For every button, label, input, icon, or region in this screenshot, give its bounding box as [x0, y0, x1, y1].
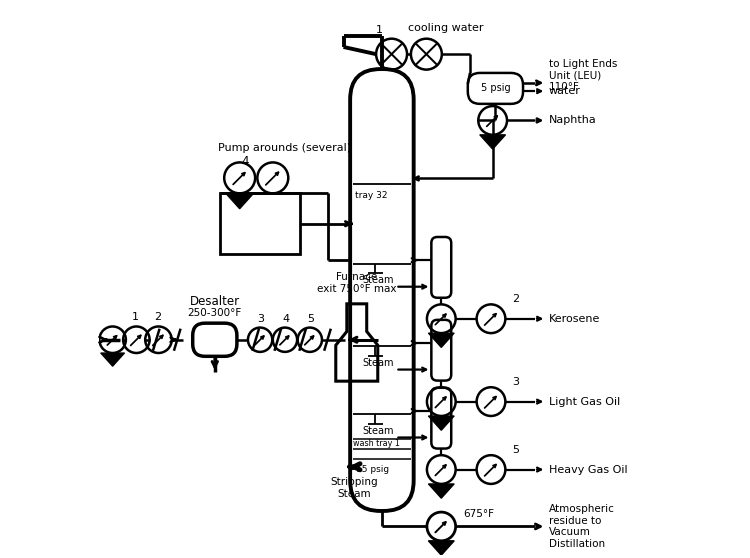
Text: wash tray 1: wash tray 1: [353, 439, 401, 448]
Text: 1: 1: [376, 26, 383, 35]
Text: Light Gas Oil: Light Gas Oil: [549, 397, 620, 407]
Bar: [220, 194, 301, 254]
Text: to Light Ends
Unit (LEU)
110°F: to Light Ends Unit (LEU) 110°F: [549, 59, 617, 92]
Text: Kerosene: Kerosene: [549, 314, 601, 324]
Polygon shape: [226, 194, 254, 209]
Text: Steam: Steam: [363, 426, 394, 436]
Text: 4: 4: [282, 314, 290, 324]
Text: 2: 2: [512, 294, 519, 304]
Text: 3: 3: [512, 377, 519, 387]
Text: tray 32: tray 32: [355, 190, 387, 200]
Text: Atmospheric
residue to
Vacuum
Distillation: Atmospheric residue to Vacuum Distillati…: [549, 504, 615, 549]
Text: 1: 1: [132, 311, 139, 321]
Text: 675°F: 675°F: [464, 509, 494, 519]
Polygon shape: [428, 333, 454, 348]
Text: 2: 2: [154, 311, 161, 321]
Text: Naphtha: Naphtha: [549, 116, 597, 126]
Text: 15 psig: 15 psig: [356, 465, 388, 474]
Text: 5: 5: [512, 445, 519, 455]
Text: Heavy Gas Oil: Heavy Gas Oil: [549, 465, 628, 474]
Text: 3: 3: [257, 314, 264, 324]
Text: 5: 5: [307, 314, 314, 324]
Text: cooling water: cooling water: [408, 23, 484, 32]
Polygon shape: [428, 541, 454, 555]
Text: 250-300°F: 250-300°F: [188, 308, 242, 318]
Text: 5 psig: 5 psig: [481, 83, 510, 93]
Polygon shape: [100, 353, 124, 366]
Text: 4: 4: [242, 155, 249, 168]
Text: Steam: Steam: [363, 275, 394, 285]
Text: Furnace
exit 750°F max: Furnace exit 750°F max: [317, 272, 397, 294]
Polygon shape: [428, 416, 454, 430]
Text: Desalter: Desalter: [190, 295, 240, 307]
Polygon shape: [428, 484, 454, 498]
Polygon shape: [480, 135, 506, 149]
Text: water: water: [549, 86, 581, 96]
Text: Pump arounds (several): Pump arounds (several): [217, 142, 351, 152]
Text: Steam: Steam: [363, 358, 394, 368]
Text: Stripping
Steam: Stripping Steam: [330, 477, 378, 499]
